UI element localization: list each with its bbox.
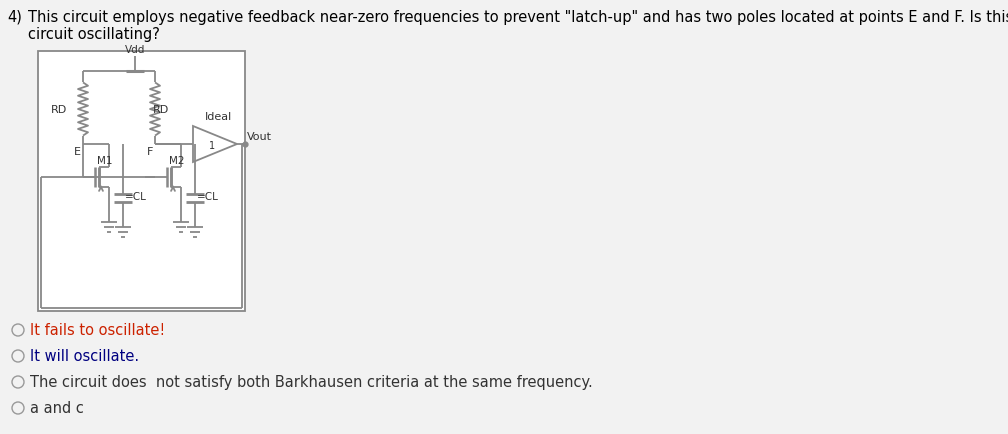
Text: This circuit employs negative feedback near-zero frequencies to prevent "latch-u: This circuit employs negative feedback n…	[28, 10, 1008, 25]
FancyBboxPatch shape	[38, 52, 245, 311]
Text: M2: M2	[169, 156, 184, 166]
Text: RD: RD	[153, 105, 169, 115]
Text: Vout: Vout	[247, 132, 272, 141]
Text: Ideal: Ideal	[206, 112, 233, 122]
Text: RD: RD	[50, 105, 67, 115]
Text: It fails to oscillate!: It fails to oscillate!	[30, 323, 165, 338]
Text: F: F	[146, 147, 153, 157]
Text: 4): 4)	[7, 10, 22, 25]
Text: E: E	[74, 147, 81, 157]
Text: a and c: a and c	[30, 401, 84, 415]
Text: circuit oscillating?: circuit oscillating?	[28, 27, 160, 42]
Text: It will oscillate.: It will oscillate.	[30, 349, 139, 364]
Text: =CL: =CL	[197, 191, 219, 201]
Text: M1: M1	[97, 156, 113, 166]
Text: Vdd: Vdd	[125, 45, 145, 55]
Text: The circuit does  not satisfy both Barkhausen criteria at the same frequency.: The circuit does not satisfy both Barkha…	[30, 375, 593, 390]
Text: 1: 1	[209, 141, 215, 151]
Text: =CL: =CL	[125, 191, 147, 201]
